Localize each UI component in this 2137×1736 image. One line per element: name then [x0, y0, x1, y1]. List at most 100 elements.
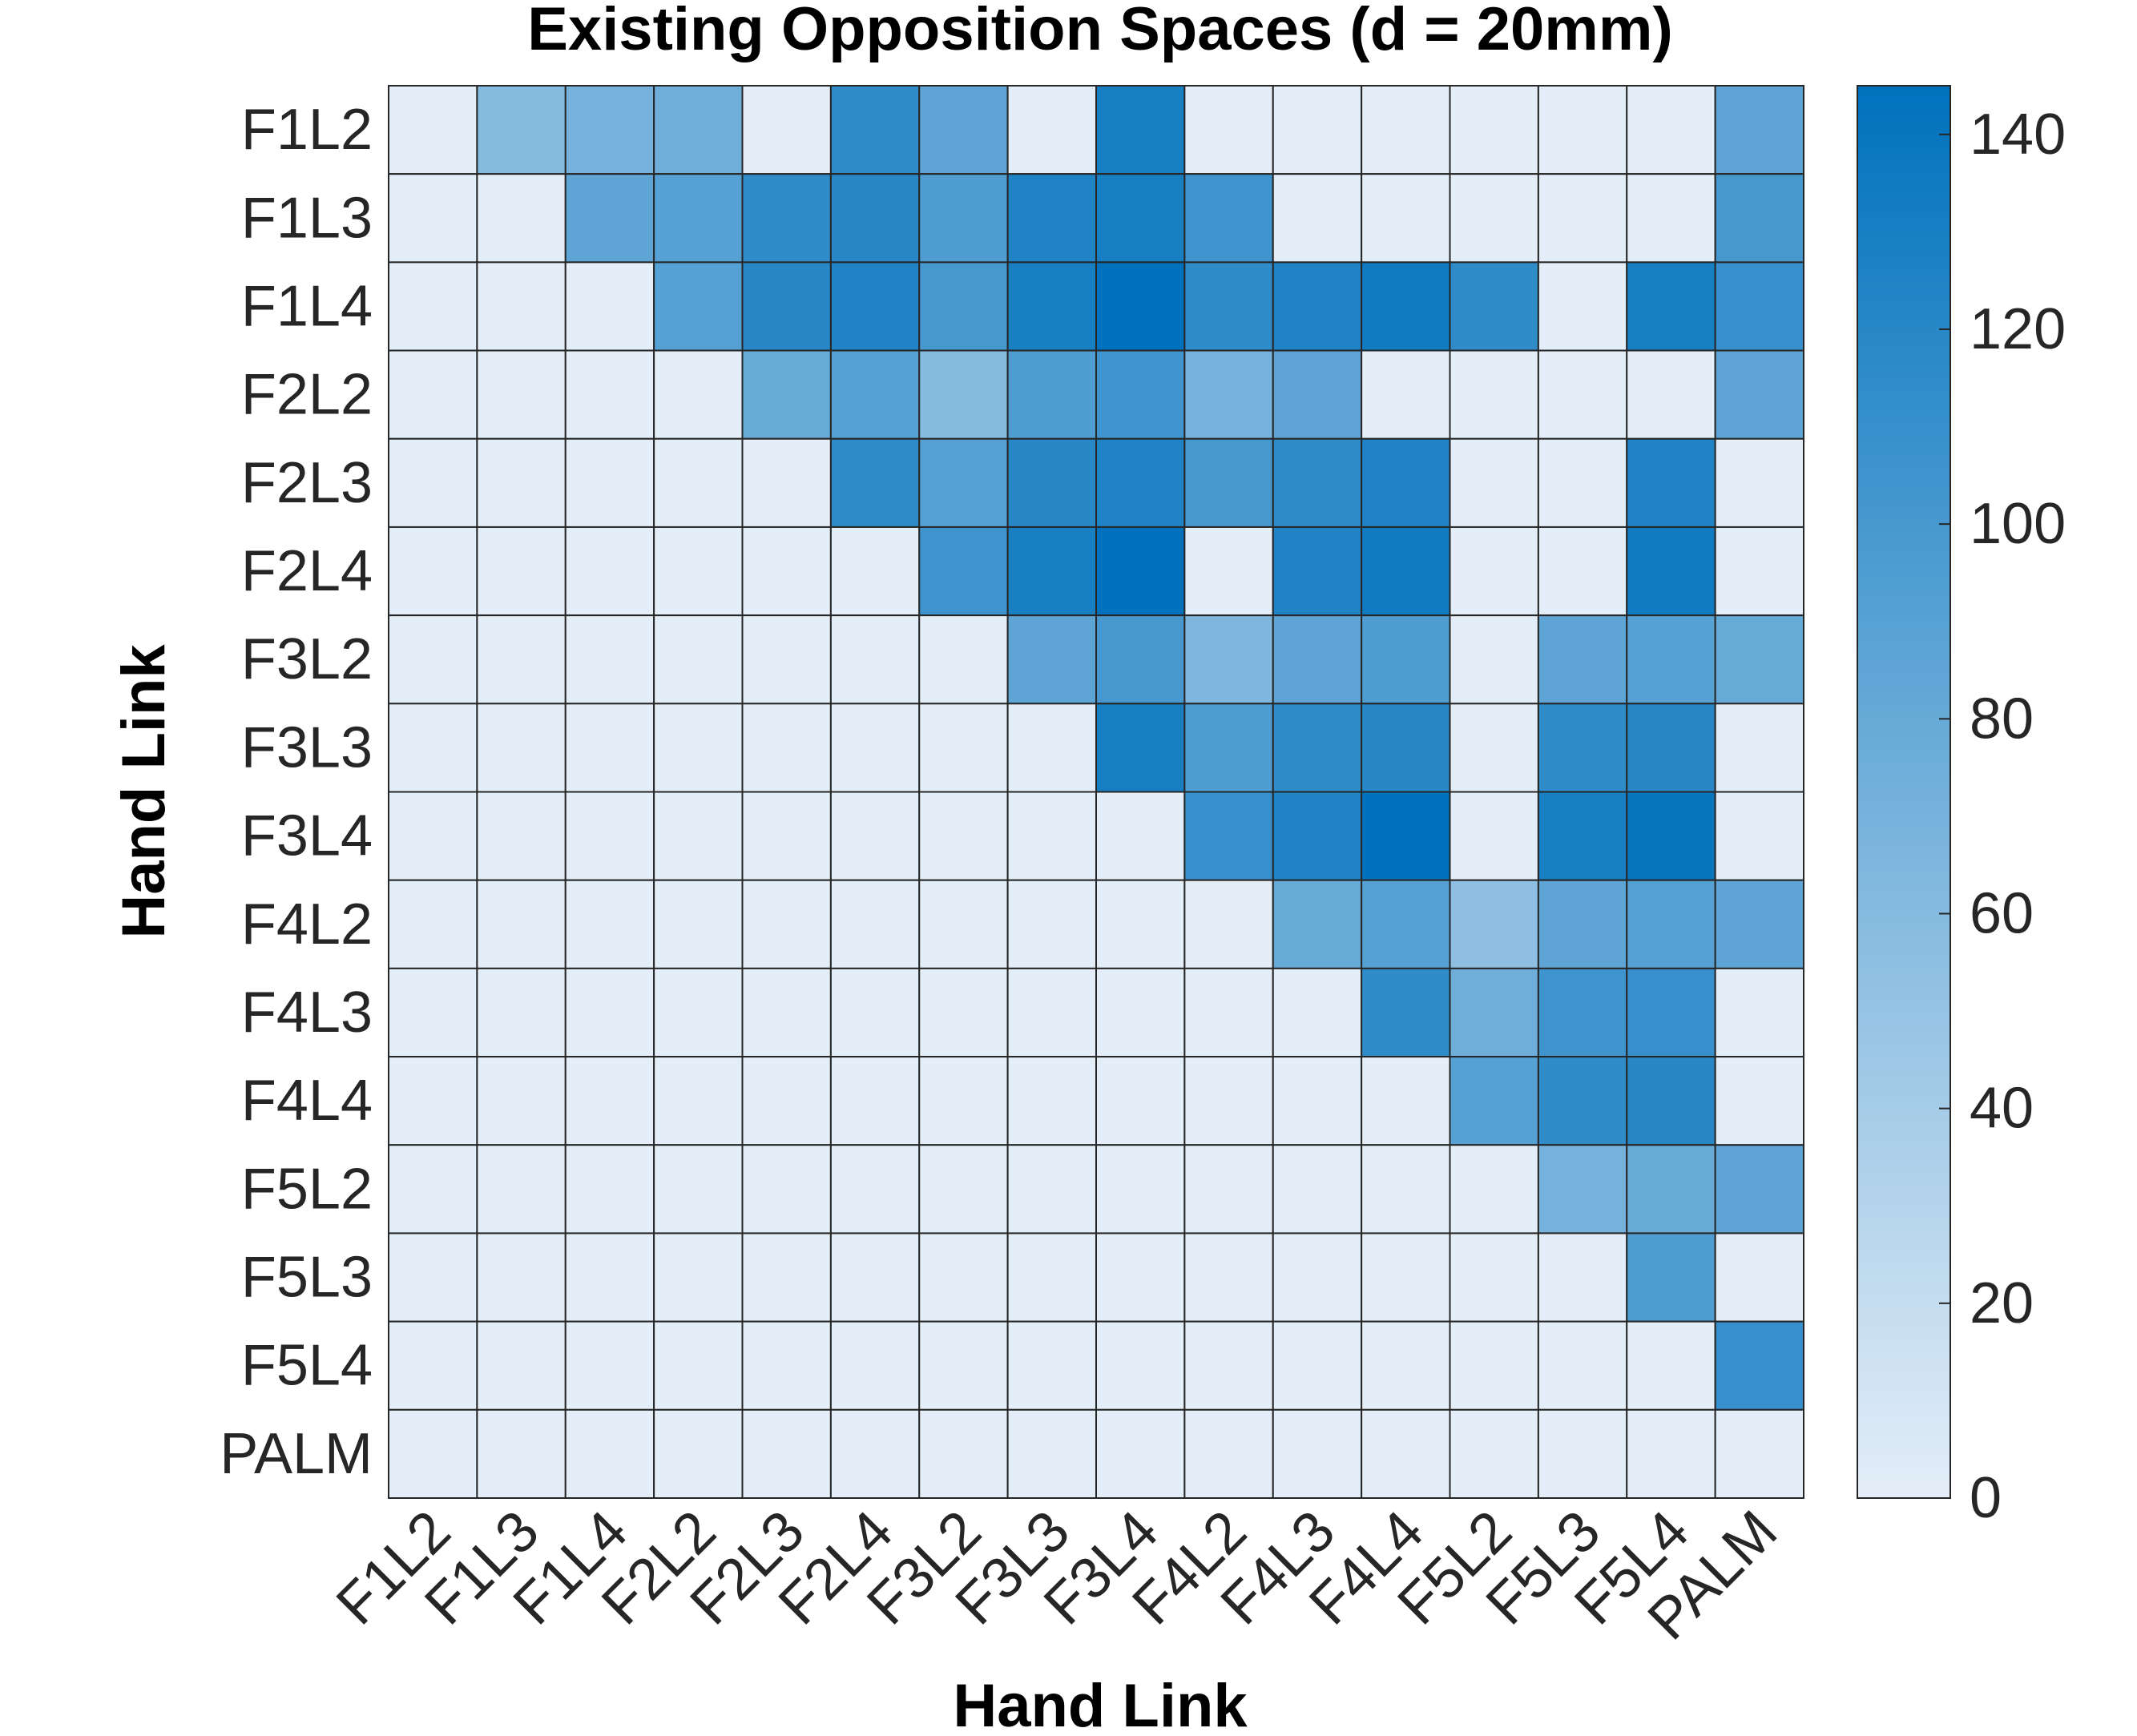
- heatmap-cell: [1714, 437, 1805, 528]
- heatmap-cell: [829, 261, 921, 352]
- heatmap-cell: [918, 1144, 1009, 1235]
- heatmap-cell: [388, 1320, 478, 1411]
- heatmap-cell: [1272, 349, 1363, 440]
- heatmap-cell: [1095, 1232, 1186, 1323]
- y-tick-label: F4L2: [241, 892, 373, 957]
- heatmap-cell: [1095, 85, 1186, 175]
- heatmap-cell: [918, 1408, 1009, 1500]
- heatmap-cell: [741, 879, 832, 969]
- heatmap-cell: [918, 85, 1009, 175]
- heatmap-cell: [741, 791, 832, 881]
- heatmap-cell: [1537, 703, 1628, 793]
- heatmap-cell: [1006, 526, 1098, 617]
- heatmap-cell: [476, 967, 567, 1058]
- heatmap-cell: [1449, 349, 1539, 440]
- heatmap-cell: [564, 879, 655, 969]
- heatmap-cell: [653, 1144, 744, 1235]
- heatmap-cell: [388, 703, 478, 793]
- heatmap-cell: [1272, 791, 1363, 881]
- heatmap-cell: [1449, 967, 1539, 1058]
- heatmap-cell: [918, 614, 1009, 705]
- heatmap-cell: [1272, 1232, 1363, 1323]
- heatmap-cell: [388, 879, 478, 969]
- heatmap-cell: [653, 1408, 744, 1500]
- colorbar-tick-label: 0: [1970, 1466, 2002, 1530]
- heatmap-cell: [1714, 1320, 1805, 1411]
- heatmap-cell: [1626, 791, 1716, 881]
- heatmap-cell: [1006, 1408, 1098, 1500]
- heatmap-cell: [1714, 791, 1805, 881]
- heatmap-cell: [1183, 791, 1274, 881]
- heatmap-cell: [388, 261, 478, 352]
- heatmap-cell: [741, 967, 832, 1058]
- heatmap-cells: [388, 85, 1805, 1500]
- heatmap-cell: [1361, 85, 1451, 175]
- heatmap-cell: [1006, 437, 1098, 528]
- heatmap-cell: [1006, 349, 1098, 440]
- heatmap-cell: [1006, 967, 1098, 1058]
- heatmap-cell: [388, 526, 478, 617]
- heatmap-cell: [476, 1408, 567, 1500]
- heatmap-cell: [829, 703, 921, 793]
- heatmap-cell: [829, 437, 921, 528]
- heatmap-cell: [1626, 879, 1716, 969]
- heatmap-cell: [1183, 349, 1274, 440]
- heatmap-cell: [653, 1056, 744, 1146]
- heatmap-cell: [1714, 967, 1805, 1058]
- heatmap-cell: [1006, 614, 1098, 705]
- heatmap-cell: [1626, 1056, 1716, 1146]
- colorbar-tick-label: 20: [1970, 1271, 2034, 1335]
- heatmap-cell: [741, 1232, 832, 1323]
- colorbar-gradient: [1857, 85, 1951, 1499]
- heatmap-cell: [918, 437, 1009, 528]
- heatmap-cell: [1714, 85, 1805, 175]
- colorbar-tick-label: 80: [1970, 687, 2034, 751]
- heatmap-cell: [1272, 1056, 1363, 1146]
- heatmap-cell: [741, 173, 832, 264]
- heatmap-cell: [1714, 1056, 1805, 1146]
- heatmap-cell: [1626, 349, 1716, 440]
- colorbar-tick-label: 120: [1970, 297, 2066, 361]
- heatmap-cell: [653, 349, 744, 440]
- heatmap-cell: [1714, 173, 1805, 264]
- heatmap-cell: [653, 614, 744, 705]
- heatmap-cell: [1272, 261, 1363, 352]
- heatmap-cell: [476, 526, 567, 617]
- heatmap-cell: [1183, 526, 1274, 617]
- heatmap-cell: [1006, 1144, 1098, 1235]
- heatmap-cell: [918, 967, 1009, 1058]
- heatmap-cell: [1272, 173, 1363, 264]
- heatmap-cell: [1095, 967, 1186, 1058]
- heatmap-cell: [653, 1232, 744, 1323]
- heatmap-cell: [476, 791, 567, 881]
- heatmap-cell: [741, 526, 832, 617]
- heatmap-cell: [1183, 1056, 1274, 1146]
- heatmap-cell: [1449, 614, 1539, 705]
- heatmap-cell: [1449, 1232, 1539, 1323]
- heatmap-cell: [918, 173, 1009, 264]
- heatmap-cell: [1449, 85, 1539, 175]
- heatmap-cell: [1272, 703, 1363, 793]
- heatmap-cell: [918, 349, 1009, 440]
- heatmap-cell: [741, 349, 832, 440]
- heatmap-cell: [918, 879, 1009, 969]
- heatmap-cell: [653, 526, 744, 617]
- heatmap-cell: [1095, 173, 1186, 264]
- heatmap-cell: [1361, 1056, 1451, 1146]
- y-tick-label: PALM: [220, 1422, 373, 1486]
- y-tick-label: F1L3: [241, 186, 373, 250]
- heatmap-cell: [653, 173, 744, 264]
- heatmap-cell: [388, 1144, 478, 1235]
- heatmap-cell: [1361, 1144, 1451, 1235]
- heatmap-cell: [918, 261, 1009, 352]
- heatmap-cell: [1095, 1320, 1186, 1411]
- heatmap-cell: [1361, 879, 1451, 969]
- heatmap-cell: [1537, 614, 1628, 705]
- y-tick-label: F4L3: [241, 981, 373, 1045]
- heatmap-cell: [564, 1232, 655, 1323]
- colorbar-tick-label: 40: [1970, 1077, 2034, 1141]
- heatmap-cell: [1626, 614, 1716, 705]
- y-tick-label: F4L4: [241, 1069, 373, 1133]
- heatmap-cell: [1272, 1144, 1363, 1235]
- heatmap-cell: [741, 1056, 832, 1146]
